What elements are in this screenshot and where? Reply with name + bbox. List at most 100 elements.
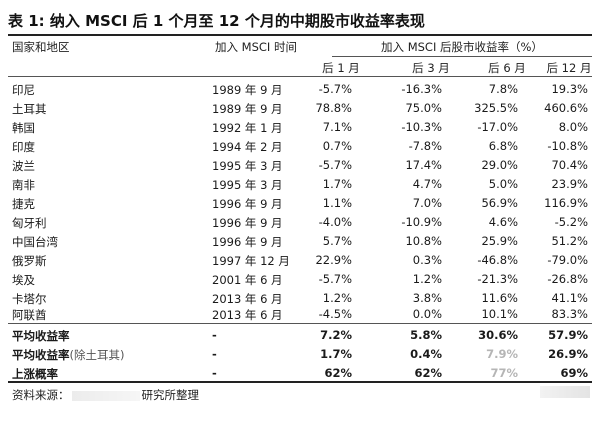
cell-month-6: 56.9% <box>481 196 518 210</box>
summary-month-12: 26.9% <box>548 347 588 361</box>
cell-month-3: 4.7% <box>412 177 442 191</box>
cell-country: 土耳其 <box>12 102 47 116</box>
table-row: 土耳其 1989 年 9 月 78.8% 75.0% 325.5% 460.6% <box>0 99 600 118</box>
cell-date: 1997 年 12 月 <box>212 254 290 268</box>
table-bottom-rule <box>8 381 592 383</box>
cell-month-1: -5.7% <box>318 82 352 96</box>
cell-month-12: -5.2% <box>554 215 588 229</box>
cell-month-1: -5.7% <box>318 272 352 286</box>
header-month-12: 后 12 月 <box>546 61 592 75</box>
cell-month-6: 5.0% <box>488 177 518 191</box>
cell-date: 2013 年 6 月 <box>212 292 283 306</box>
table-row: 波兰 1995 年 3 月 -5.7% 17.4% 29.0% 70.4% <box>0 156 600 175</box>
cell-month-3: -7.8% <box>408 139 442 153</box>
table-row: 韩国 1992 年 1 月 7.1% -10.3% -17.0% 8.0% <box>0 118 600 137</box>
cell-month-3: 1.2% <box>412 272 442 286</box>
cell-month-1: -4.5% <box>318 307 352 321</box>
table-title: 表 1: 纳入 MSCI 后 1 个月至 12 个月的中期股市收益率表现 <box>8 12 425 30</box>
table-row: 捷克 1996 年 9 月 1.1% 7.0% 56.9% 116.9% <box>0 194 600 213</box>
header-country: 国家和地区 <box>12 40 70 54</box>
summary-date: - <box>212 366 217 380</box>
cell-country: 南非 <box>12 178 35 192</box>
summary-month-12: 57.9% <box>548 328 588 342</box>
summary-label: 上涨概率 <box>12 367 58 381</box>
cell-month-3: 3.8% <box>412 291 442 305</box>
summary-row-average-ex-turkey: 平均收益率(除土耳其) - 1.7% 0.4% 7.9% 26.9% <box>0 345 600 364</box>
cell-date: 1994 年 2 月 <box>212 140 283 154</box>
summary-top-rule <box>8 323 592 324</box>
summary-date: - <box>212 347 217 361</box>
cell-month-3: 7.0% <box>412 196 442 210</box>
summary-row-up-probability: 上涨概率 - 62% 62% 77% 69% <box>0 364 600 383</box>
summary-month-3: 5.8% <box>410 328 442 342</box>
cell-month-6: -17.0% <box>477 120 518 134</box>
table-row: 印度 1994 年 2 月 0.7% -7.8% 6.8% -10.8% <box>0 137 600 156</box>
table-row: 阿联酋 2013 年 6 月 -4.5% 0.0% 10.1% 83.3% <box>0 305 600 324</box>
cell-month-6: -21.3% <box>477 272 518 286</box>
cell-country: 印度 <box>12 140 35 154</box>
header-month-6: 后 6 月 <box>488 61 526 75</box>
cell-month-12: 51.2% <box>551 234 588 248</box>
header-bottom-rule <box>8 76 592 77</box>
cell-month-6: 4.6% <box>488 215 518 229</box>
source-prefix: 资料来源： <box>12 388 70 402</box>
table-row: 印尼 1989 年 9 月 -5.7% -16.3% 7.8% 19.3% <box>0 80 600 99</box>
cell-month-6: 25.9% <box>481 234 518 248</box>
cell-month-1: 0.7% <box>322 139 352 153</box>
summary-month-6: 77% <box>490 366 518 380</box>
summary-month-1: 1.7% <box>320 347 352 361</box>
cell-month-12: 41.1% <box>551 291 588 305</box>
summary-row-average: 平均收益率 - 7.2% 5.8% 30.6% 57.9% <box>0 326 600 345</box>
cell-month-3: 0.0% <box>412 307 442 321</box>
table-row: 俄罗斯 1997 年 12 月 22.9% 0.3% -46.8% -79.0% <box>0 251 600 270</box>
table-row: 南非 1995 年 3 月 1.7% 4.7% 5.0% 23.9% <box>0 175 600 194</box>
cell-month-1: 1.2% <box>322 291 352 305</box>
cell-country: 波兰 <box>12 159 35 173</box>
table-row: 匈牙利 1996 年 9 月 -4.0% -10.9% 4.6% -5.2% <box>0 213 600 232</box>
cell-month-12: 23.9% <box>551 177 588 191</box>
cell-date: 1996 年 9 月 <box>212 216 283 230</box>
header-month-3: 后 3 月 <box>412 61 450 75</box>
cell-month-3: 10.8% <box>405 234 442 248</box>
cell-month-1: 78.8% <box>315 101 352 115</box>
cell-date: 1996 年 9 月 <box>212 197 283 211</box>
cell-month-1: -5.7% <box>318 158 352 172</box>
cell-date: 1989 年 9 月 <box>212 83 283 97</box>
summary-label: 平均收益率(除土耳其) <box>12 347 124 363</box>
summary-date: - <box>212 328 217 342</box>
cell-month-12: 8.0% <box>558 120 588 134</box>
cell-month-1: 22.9% <box>315 253 352 267</box>
summary-month-6: 7.9% <box>486 347 518 361</box>
cell-month-3: -10.9% <box>401 215 442 229</box>
cell-month-12: 116.9% <box>544 196 588 210</box>
cell-month-12: 19.3% <box>551 82 588 96</box>
cell-month-1: 7.1% <box>322 120 352 134</box>
header-month-1: 后 1 月 <box>322 61 360 75</box>
cell-month-12: 70.4% <box>551 158 588 172</box>
cell-country: 中国台湾 <box>12 235 58 249</box>
cell-country: 埃及 <box>12 273 35 287</box>
cell-country: 匈牙利 <box>12 216 47 230</box>
cell-date: 2001 年 6 月 <box>212 273 283 287</box>
header-group-rule <box>332 56 592 57</box>
table-row: 卡塔尔 2013 年 6 月 1.2% 3.8% 11.6% 41.1% <box>0 289 600 308</box>
summary-month-3: 0.4% <box>410 347 442 361</box>
table-row: 埃及 2001 年 6 月 -5.7% 1.2% -21.3% -26.8% <box>0 270 600 289</box>
summary-month-1: 62% <box>324 366 352 380</box>
cell-country: 俄罗斯 <box>12 254 47 268</box>
source-note: 资料来源： 研究所整理 <box>12 387 199 403</box>
cell-month-12: 83.3% <box>551 307 588 321</box>
cell-month-1: 1.1% <box>322 196 352 210</box>
cell-country: 卡塔尔 <box>12 292 47 306</box>
watermark-overlay <box>540 386 590 398</box>
cell-month-6: 7.8% <box>488 82 518 96</box>
cell-date: 2013 年 6 月 <box>212 308 283 322</box>
cell-month-3: 17.4% <box>405 158 442 172</box>
watermark-obscured-text <box>71 390 140 401</box>
cell-month-3: -16.3% <box>401 82 442 96</box>
summary-month-1: 7.2% <box>320 328 352 342</box>
cell-month-1: 5.7% <box>322 234 352 248</box>
cell-month-6: 29.0% <box>481 158 518 172</box>
cell-date: 1989 年 9 月 <box>212 102 283 116</box>
cell-country: 印尼 <box>12 83 35 97</box>
